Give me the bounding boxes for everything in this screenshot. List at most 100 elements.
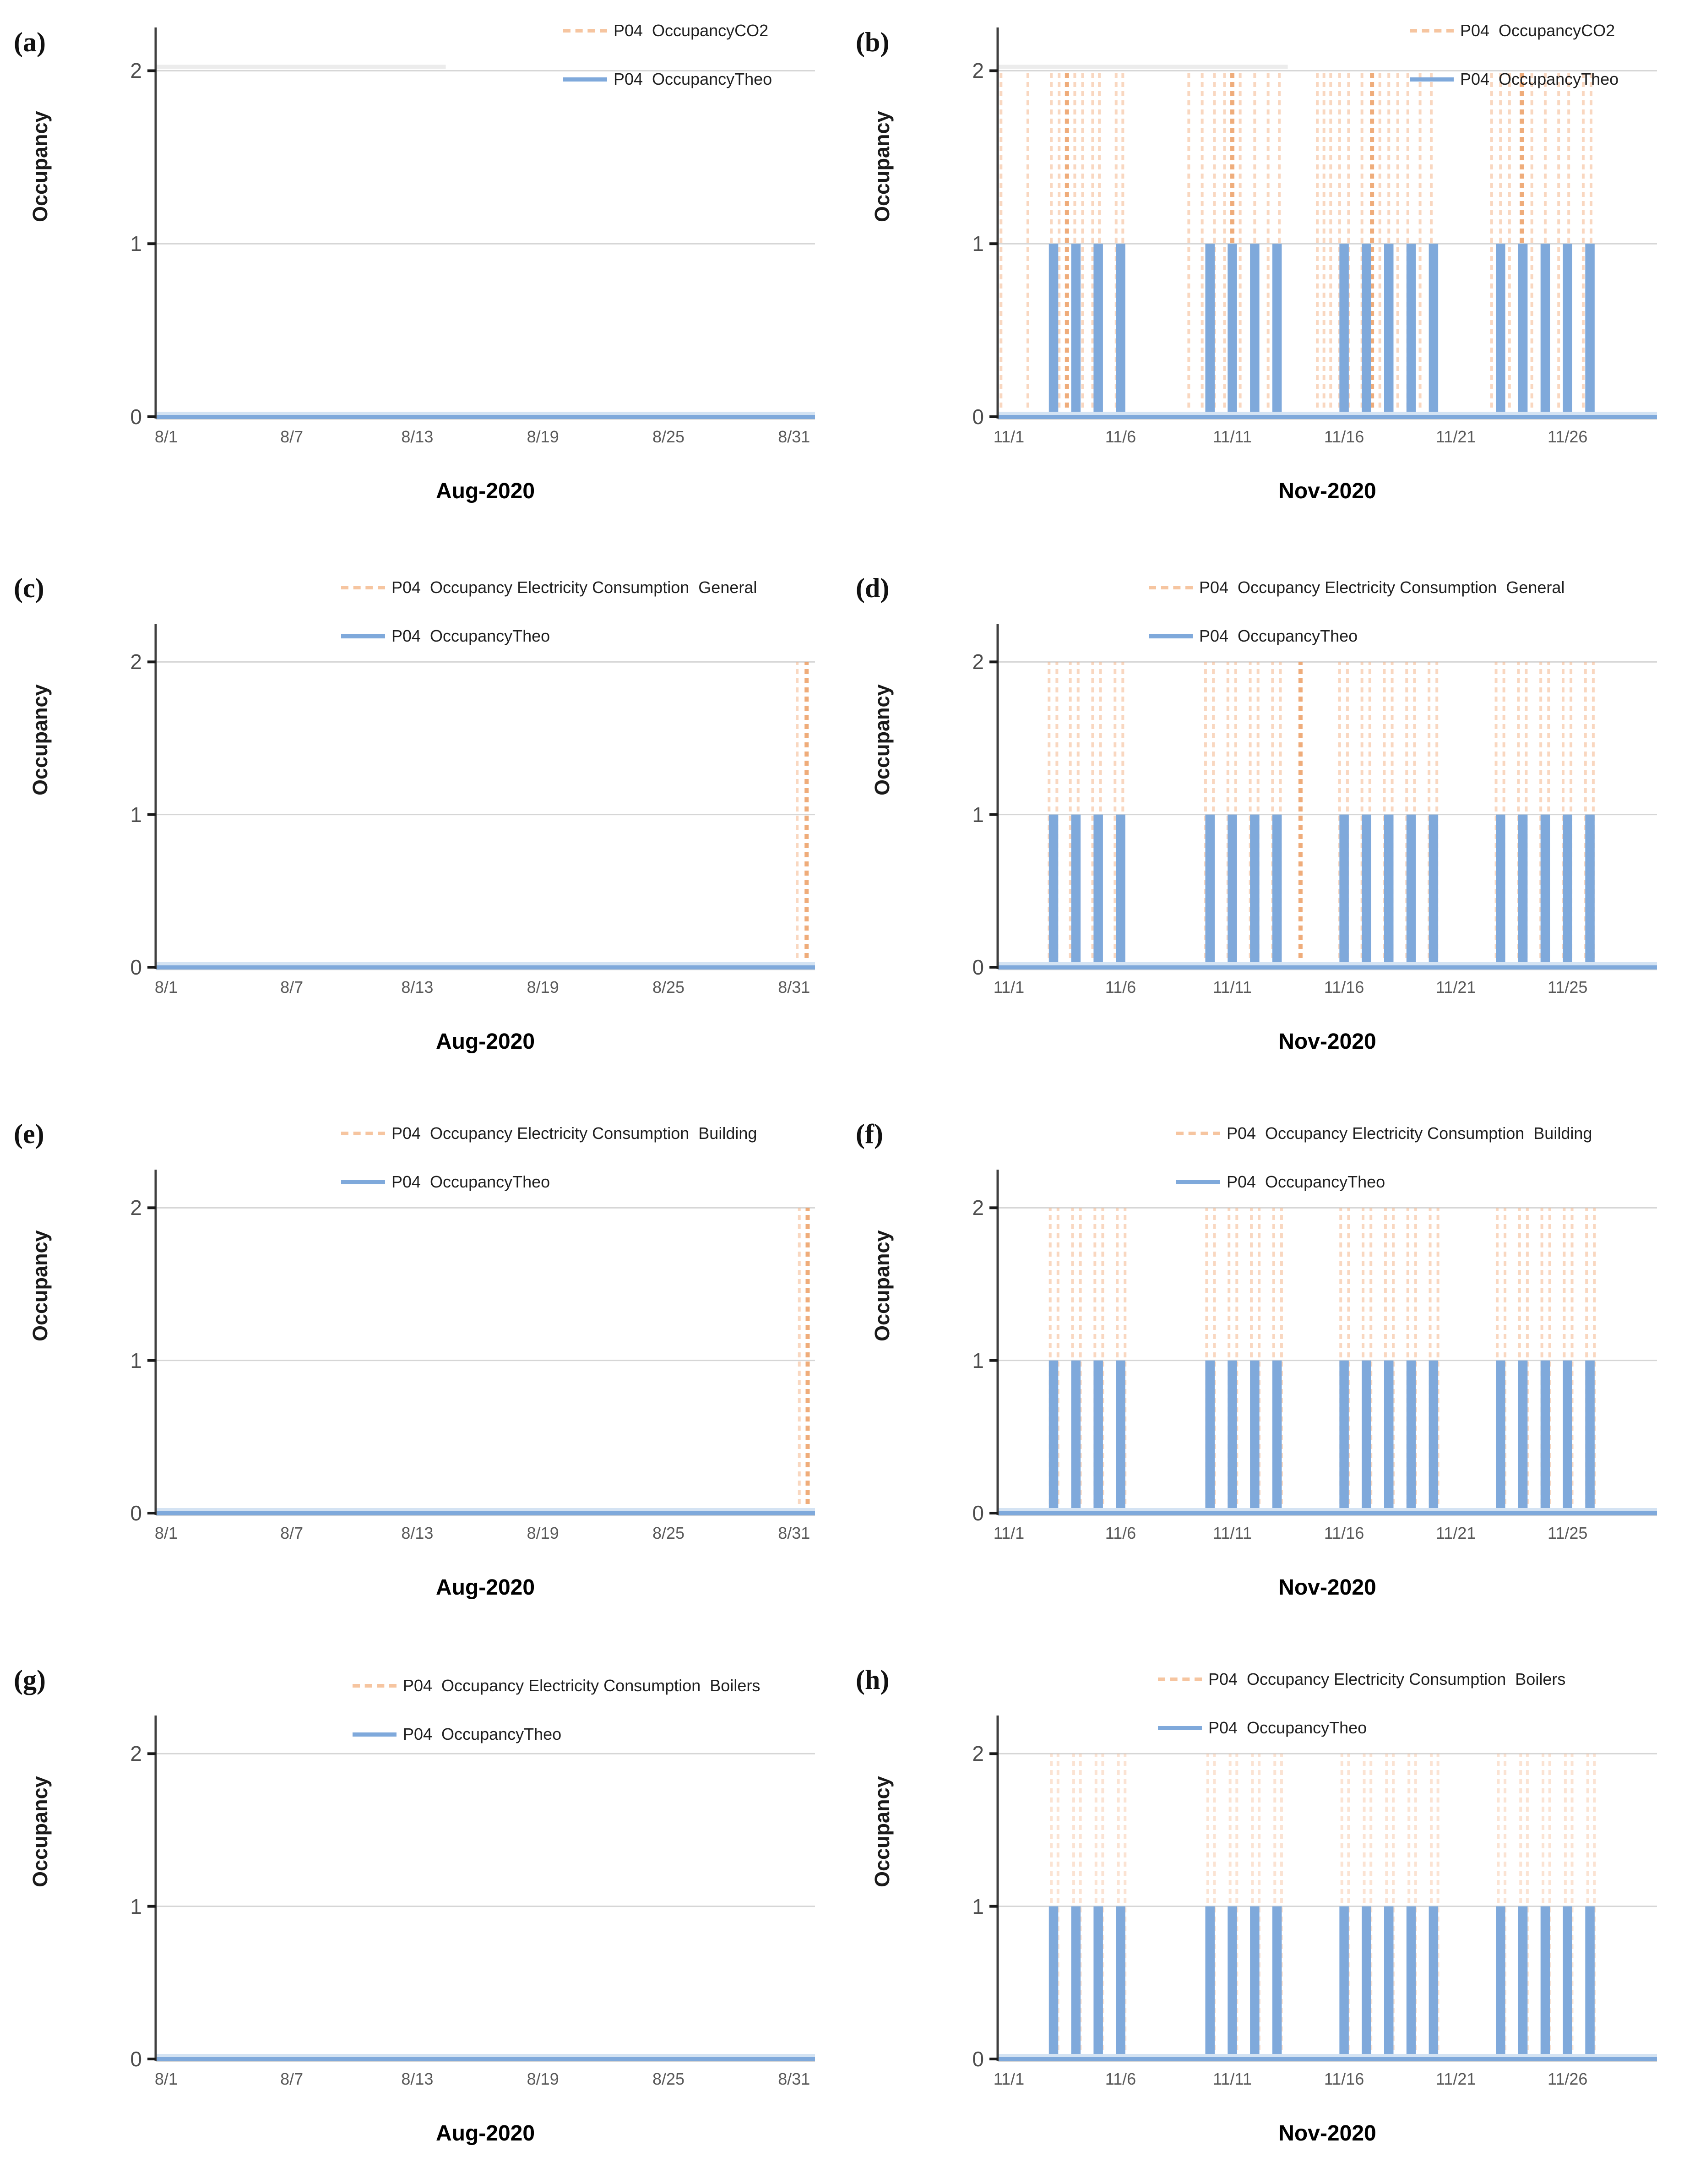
chart-canvas [147, 27, 815, 420]
theo-baseline-halo [998, 2054, 1657, 2058]
plot-area [147, 27, 815, 420]
legend-swatch-dashed-detected [341, 1132, 385, 1135]
theo-baseline [156, 415, 815, 419]
theo-baseline-halo [998, 412, 1657, 415]
plot-area [147, 1170, 815, 1516]
y-tick-label: 1 [972, 1348, 984, 1372]
x-tick-label: 11/6 [1105, 1524, 1136, 1542]
y-tick-label: 0 [972, 955, 984, 979]
y-tick-label: 1 [972, 1894, 984, 1918]
chart-canvas [989, 1716, 1657, 2062]
y-tick-mark [989, 2058, 998, 2060]
theo-bar [1272, 244, 1282, 417]
theo-bar [1250, 1906, 1260, 2059]
x-tick-label: 11/26 [1548, 427, 1588, 446]
x-tick-label: 8/25 [652, 1524, 685, 1542]
theo-bar [1048, 814, 1059, 967]
theo-bar [1228, 814, 1237, 967]
legend-label: P04 OccupancyTheo [614, 70, 772, 88]
theo-bar [1339, 814, 1349, 967]
theo-bar [1205, 814, 1215, 967]
subplot-f: (f) Occupancy P04 Occupancy Electricity Co… [842, 1092, 1684, 1638]
legend-swatch-dashed-detected [341, 586, 385, 589]
x-axis-title: Nov-2020 [1278, 2121, 1376, 2146]
legend-item: P04 OccupancyTheo [353, 1710, 760, 1759]
theo-bar [1250, 244, 1260, 417]
x-tick-label: 8/7 [280, 1524, 304, 1542]
theo-bar [1518, 1360, 1528, 1513]
theo-bar [1339, 244, 1349, 417]
plot-area [989, 1716, 1657, 2062]
legend: P04 Occupancy Electricity Consumption Bu… [341, 1109, 757, 1206]
theo-bar [1384, 1906, 1394, 2059]
theo-baseline [998, 2057, 1657, 2061]
theo-baseline-halo [156, 1508, 815, 1512]
theo-baseline [156, 2057, 815, 2061]
y-tick-mark [989, 660, 998, 664]
y-tick-mark [147, 415, 156, 418]
y-tick-mark [989, 966, 998, 969]
theo-bar [1093, 1360, 1103, 1513]
legend-item: P04 OccupancyCO2 [563, 6, 772, 55]
legend-label: P04 Occupancy Electricity Consumption Bu… [1227, 1124, 1592, 1143]
y-tick-mark [989, 69, 998, 72]
legend-item: P04 OccupancyTheo [1176, 1158, 1592, 1206]
y-tick-mark [989, 1512, 998, 1514]
legend-swatch-solid-theo [341, 634, 385, 638]
x-tick-label: 8/25 [652, 2070, 685, 2088]
x-tick-label: 8/13 [401, 427, 434, 446]
x-tick-label: 11/11 [1213, 427, 1252, 446]
y-tick-label: 1 [130, 802, 142, 827]
y-tick-label: 2 [972, 1742, 984, 1766]
x-tick-label: 11/1 [993, 1524, 1025, 1542]
legend-label: P04 OccupancyTheo [1199, 626, 1358, 645]
legend-item: P04 OccupancyTheo [1410, 55, 1619, 103]
chart-canvas [989, 27, 1657, 420]
legend-label: P04 Occupancy Electricity Consumption Ge… [1199, 578, 1565, 597]
x-tick-label: 8/13 [401, 2070, 434, 2088]
legend-item: P04 Occupancy Electricity Consumption Bo… [353, 1661, 760, 1710]
legend-label: P04 Occupancy Electricity Consumption Bo… [1208, 1670, 1566, 1688]
theo-baseline [998, 1511, 1657, 1515]
x-axis-title: Aug-2020 [435, 2121, 535, 2146]
panel-label: (a) [14, 27, 46, 57]
y-tick-mark [147, 1512, 156, 1514]
legend-item: P04 Occupancy Electricity Consumption Bu… [341, 1109, 757, 1158]
chart-canvas [147, 624, 815, 970]
panel-label: (f) [856, 1119, 883, 1149]
y-tick-mark [147, 1359, 156, 1362]
x-tick-label: 8/19 [527, 2070, 559, 2088]
x-tick-label: 11/21 [1435, 427, 1476, 446]
theo-baseline [156, 965, 815, 969]
x-tick-label: 11/21 [1435, 2070, 1476, 2088]
y-tick-mark [147, 1752, 156, 1755]
x-tick-label: 8/31 [778, 1524, 810, 1542]
subplot-g: (g) Occupancy P04 Occupancy Electricity Co… [0, 1638, 842, 2184]
legend-label: P04 Occupancy Electricity Consumption Bu… [391, 1124, 757, 1143]
x-tick-label: 11/1 [993, 978, 1025, 997]
y-tick-label: 1 [972, 802, 984, 827]
subplot-a: (a) Occupancy P04 OccupancyCO2 P04 Occupanc… [0, 0, 842, 546]
theo-bar [1362, 244, 1371, 417]
y-tick-label: 2 [972, 1196, 984, 1220]
x-axis-title: Aug-2020 [435, 1575, 535, 1600]
theo-bar [1518, 244, 1528, 417]
y-tick-label: 2 [972, 650, 984, 674]
theo-baseline-halo [998, 1508, 1657, 1512]
theo-baseline [156, 1511, 815, 1515]
x-tick-label: 11/25 [1548, 1524, 1588, 1542]
x-tick-label: 8/31 [778, 2070, 810, 2088]
plot-area [147, 624, 815, 970]
theo-baseline [998, 415, 1657, 419]
y-tick-mark [989, 242, 998, 245]
y-tick-mark [147, 242, 156, 245]
y-tick-label: 1 [130, 1894, 142, 1918]
legend-swatch-solid-theo [1158, 1726, 1202, 1730]
theo-bar [1518, 1906, 1528, 2059]
y-tick-label: 0 [972, 1501, 984, 1525]
legend: P04 Occupancy Electricity Consumption Bo… [353, 1661, 760, 1759]
y-tick-label: 0 [130, 2047, 142, 2071]
theo-bar [1563, 1360, 1572, 1513]
theo-bar [1339, 1360, 1349, 1513]
